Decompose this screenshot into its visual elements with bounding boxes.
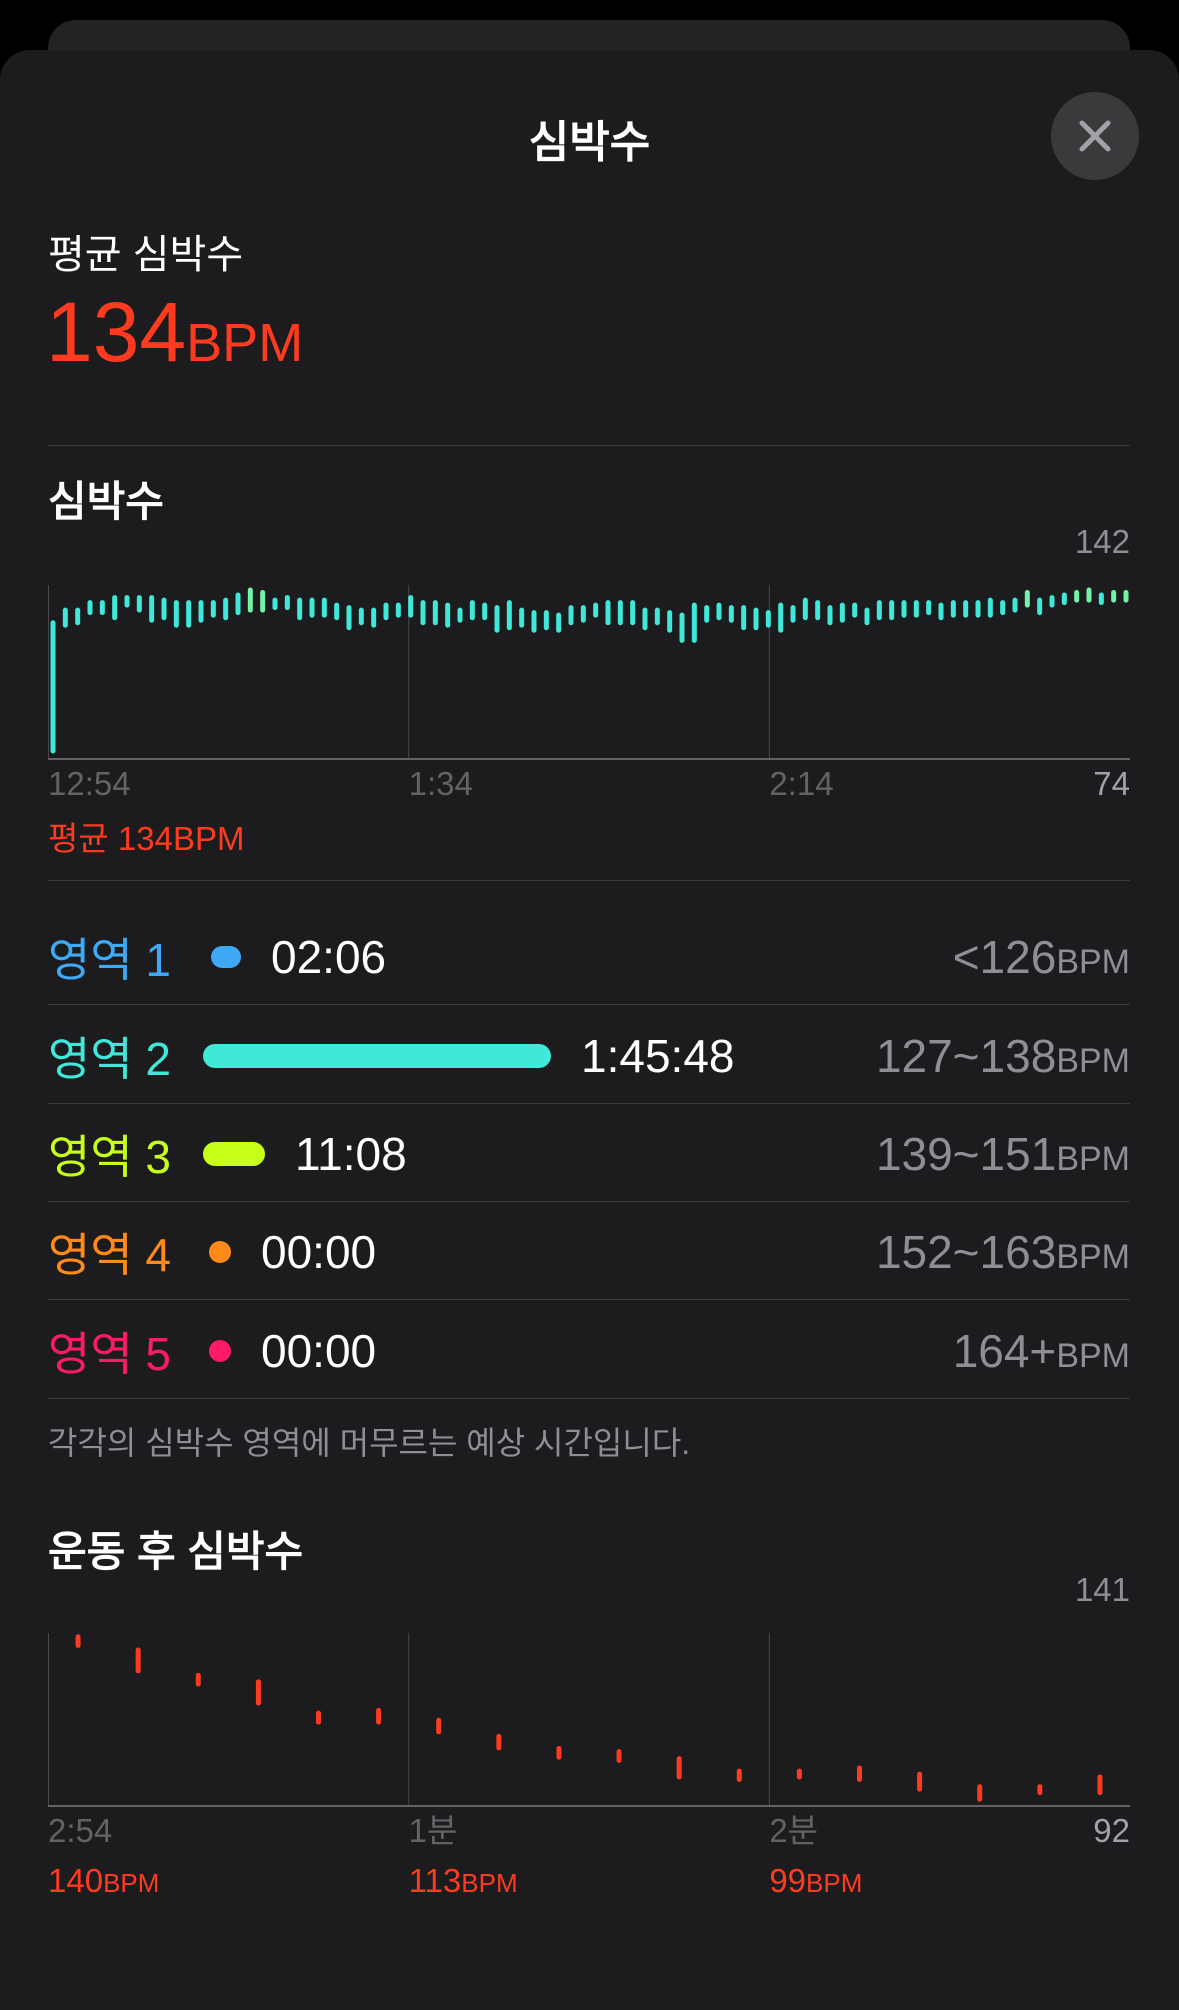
- bpm-value: 140: [48, 1862, 103, 1899]
- x-tick-label: 1분: [409, 1812, 458, 1849]
- average-heart-rate-label: 평균 심박수: [48, 233, 244, 277]
- zone-range-value: <126: [952, 931, 1057, 983]
- x-tick-label: 2:54: [48, 1812, 112, 1849]
- close-button[interactable]: [1051, 92, 1139, 180]
- sheet-title: 심박수: [528, 118, 651, 167]
- close-icon: [1079, 120, 1111, 152]
- recovery-bpm-label: 99BPM: [769, 1862, 862, 1899]
- divider: [48, 1201, 1130, 1202]
- zone-time: 11:08: [295, 1128, 407, 1180]
- bpm-value: 99: [769, 1862, 806, 1899]
- zone-range-unit: BPM: [1056, 1042, 1130, 1080]
- divider: [48, 1103, 1130, 1104]
- avg-value: 134: [46, 285, 187, 379]
- zones-note: 각각의 심박수 영역에 머무르는 예상 시간입니다.: [48, 1425, 691, 1461]
- average-heart-rate-value: 134BPM: [46, 290, 303, 374]
- recovery-bpm-label: 113BPM: [409, 1862, 518, 1899]
- zone-time-bar: [211, 946, 242, 968]
- avg-unit: BPM: [186, 313, 304, 373]
- zone-range-unit: BPM: [1056, 1337, 1130, 1375]
- zone-row-2: 영역 2 1:45:48 127~138BPM: [48, 1007, 1130, 1105]
- zone-label: 영역 2: [48, 1033, 172, 1085]
- zone-time: 00:00: [261, 1226, 377, 1278]
- zone-range: 152~163BPM: [876, 1225, 1130, 1279]
- zone-time-bar: [209, 1340, 232, 1362]
- zone-row-3: 영역 3 11:08 139~151BPM: [48, 1105, 1130, 1203]
- zone-label: 영역 3: [48, 1131, 172, 1183]
- divider: [48, 445, 1130, 446]
- zone-range: 127~138BPM: [876, 1029, 1130, 1083]
- x-tick-label: 2:14: [769, 765, 833, 802]
- y-min-label: 74: [1093, 765, 1130, 802]
- zone-row-5: 영역 5 00:00 164+BPM: [48, 1302, 1130, 1400]
- zone-range: 164+BPM: [953, 1324, 1130, 1378]
- zone-row-4: 영역 4 00:00 152~163BPM: [48, 1203, 1130, 1301]
- y-max-label: 141: [1075, 1571, 1130, 1608]
- zone-time-bar: [203, 1044, 552, 1068]
- zone-range: 139~151BPM: [876, 1127, 1130, 1181]
- zone-range-unit: BPM: [1056, 943, 1130, 981]
- divider: [48, 880, 1130, 881]
- zone-label: 영역 4: [48, 1229, 172, 1281]
- bpm-unit: BPM: [806, 1868, 862, 1898]
- bpm-value: 113: [409, 1862, 462, 1899]
- zone-range: <126BPM: [953, 930, 1130, 984]
- zone-range-value: 152~163: [875, 1226, 1057, 1278]
- y-max-label: 142: [1075, 523, 1130, 560]
- average-bpm-caption: 평균 134BPM: [48, 820, 245, 857]
- x-tick-label: 2분: [769, 1812, 818, 1849]
- heart-rate-chart: 142 12:54 1:34 2:14 74: [48, 523, 1130, 802]
- zone-range-unit: BPM: [1056, 1140, 1130, 1178]
- zone-range-unit: BPM: [1056, 1238, 1130, 1276]
- y-min-label: 92: [1093, 1812, 1130, 1849]
- divider: [48, 1398, 1130, 1399]
- zone-label: 영역 1: [48, 934, 172, 986]
- zone-time: 1:45:48: [581, 1030, 735, 1082]
- zone-row-1: 영역 1 02:06 <126BPM: [48, 908, 1130, 1006]
- heart-rate-section-title: 심박수: [48, 478, 164, 525]
- zone-label: 영역 5: [48, 1328, 172, 1380]
- zone-range-value: 139~151: [875, 1128, 1057, 1180]
- divider: [48, 1299, 1130, 1300]
- recovery-bpm-label: 140BPM: [48, 1862, 159, 1899]
- divider: [48, 1004, 1130, 1005]
- zone-time-bar: [203, 1142, 266, 1166]
- x-tick-label: 1:34: [409, 765, 473, 802]
- zone-time: 00:00: [261, 1325, 377, 1377]
- zone-range-value: 164+: [952, 1325, 1057, 1377]
- bpm-unit: BPM: [103, 1868, 159, 1898]
- zone-time-bar: [209, 1241, 232, 1263]
- bpm-unit: BPM: [461, 1868, 517, 1898]
- x-tick-label: 12:54: [48, 765, 131, 802]
- recovery-section-title: 운동 후 심박수: [48, 1528, 304, 1575]
- zone-range-value: 127~138: [875, 1030, 1057, 1082]
- zone-time: 02:06: [271, 931, 387, 983]
